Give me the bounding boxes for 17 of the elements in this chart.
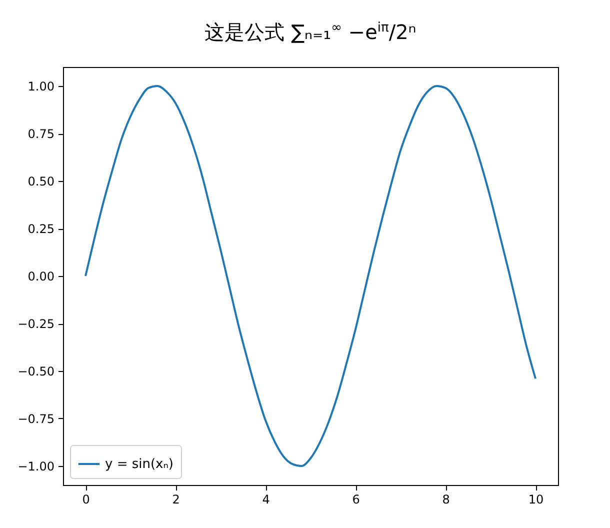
x-tick-label: 0 [82, 492, 90, 506]
y-tick-label: −0.25 [18, 317, 54, 331]
x-tick-label: 8 [442, 492, 450, 506]
y-tick-label: −0.75 [18, 412, 54, 426]
y-tick-label: 0.50 [28, 174, 54, 188]
x-tick-label: 2 [172, 492, 180, 506]
legend-label: y = sin(xₙ) [105, 457, 174, 472]
y-tick-label: 0.25 [28, 222, 54, 236]
x-tick-label: 6 [352, 492, 360, 506]
y-tick-label: −1.00 [18, 460, 54, 474]
y-tick-label: 0.00 [28, 270, 54, 284]
y-tick-label: −0.50 [18, 364, 54, 378]
chart-title: 这是公式 ∑ₙ₌₁$^{∞}$ −e$^{iπ}$/2ⁿ [204, 20, 418, 44]
x-tick-label: 4 [262, 492, 270, 506]
y-tick-label: 1.00 [28, 80, 54, 94]
x-tick-label: 10 [528, 492, 544, 506]
y-tick-label: 0.75 [28, 127, 54, 141]
